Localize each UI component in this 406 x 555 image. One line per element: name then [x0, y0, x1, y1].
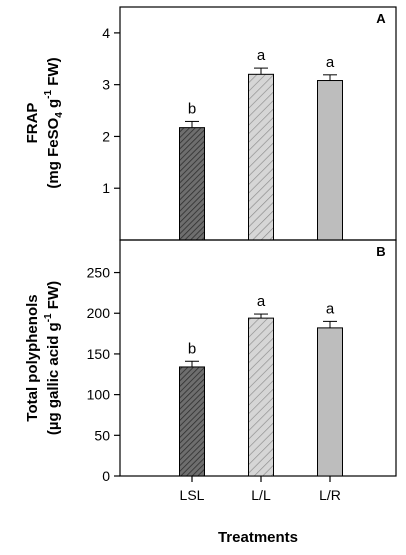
- x-tick-label: L/R: [319, 487, 341, 503]
- panel-a-significance-letter: a: [326, 54, 335, 71]
- panel-a-significance-letter: b: [188, 100, 196, 117]
- panel-b-ylabel-line1: Total polyphenols: [24, 294, 41, 421]
- panel-b-bar-lsl: [179, 366, 205, 477]
- panel-a-bars: b a a: [179, 47, 343, 241]
- panel-b-bars: b a a: [179, 293, 343, 477]
- panel-a-significance-letter: a: [257, 47, 266, 64]
- panel-b-significance-letter: a: [257, 293, 266, 310]
- panel-b-ytick-label: 250: [87, 265, 111, 281]
- panel-b-bar-l-r: [317, 327, 343, 477]
- panel-a-ytick-label: 3: [102, 77, 110, 93]
- x-axis-title: Treatments: [218, 529, 298, 546]
- panel-b: B 0 50 100 150 200 250 b a a LSL L/L L/R Total po…: [24, 239, 397, 546]
- panel-b-x-axis: LSL L/L L/R: [180, 476, 341, 503]
- panel-a-y-axis: 1 2 3 4: [102, 25, 120, 196]
- panel-b-ylabel-line2: (µg gallic acid g-1 FW): [43, 281, 62, 435]
- panel-a-y-axis-label: FRAP (mg FeSO4 g-1 FW): [24, 57, 65, 188]
- panel-b-ytick-label: 150: [87, 346, 111, 362]
- panel-b-ytick-label: 200: [87, 305, 111, 321]
- panel-b-significance-letter: a: [326, 300, 335, 317]
- panel-a-ytick-label: 4: [102, 25, 110, 41]
- x-tick-label: L/L: [251, 487, 271, 503]
- panel-b-ytick-label: 50: [94, 427, 110, 443]
- panel-a-bar-l-l: [248, 73, 274, 241]
- panel-a-ylabel-line1: FRAP: [24, 103, 41, 144]
- panel-a-ylabel-line2: (mg FeSO4 g-1 FW): [43, 57, 65, 188]
- panel-a-ytick-label: 1: [102, 180, 110, 196]
- panel-a: A 1 2 3 4 b a a FRAP (mg FeSO4 g-1 FW): [24, 6, 397, 241]
- panel-b-bar-l-l: [248, 317, 274, 477]
- panel-a-ytick-label: 2: [102, 128, 110, 144]
- panel-a-bar-l-r: [317, 80, 343, 241]
- panel-b-y-axis: 0 50 100 150 200 250: [87, 265, 120, 484]
- panel-b-letter: B: [376, 244, 385, 259]
- panel-b-ytick-label: 100: [87, 387, 111, 403]
- panel-a-letter: A: [376, 11, 386, 26]
- panel-b-y-axis-label: Total polyphenols (µg gallic acid g-1 FW…: [24, 281, 62, 435]
- panel-a-bar-lsl: [179, 127, 205, 241]
- panel-b-significance-letter: b: [188, 340, 196, 357]
- x-tick-label: LSL: [180, 487, 205, 503]
- panel-b-ytick-label: 0: [102, 468, 110, 484]
